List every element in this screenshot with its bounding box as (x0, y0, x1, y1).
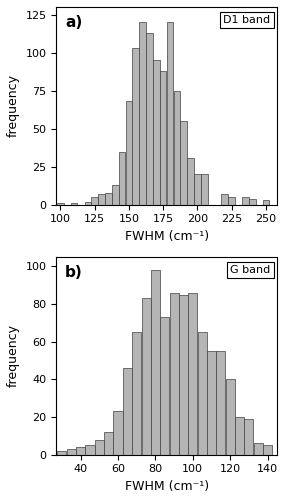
Bar (91, 197, 98, 205)
Bar (263, 446, 272, 455)
Text: a): a) (65, 15, 82, 30)
Bar (113, 412, 123, 455)
Y-axis label: frequency: frequency (7, 74, 20, 138)
Bar (188, 292, 197, 455)
Text: b): b) (65, 265, 83, 280)
Bar (179, 294, 188, 455)
Bar (160, 317, 169, 455)
Bar (146, 33, 153, 205)
Bar (249, 198, 256, 205)
Bar (180, 121, 187, 205)
Bar (201, 174, 207, 205)
Bar (95, 440, 104, 455)
Bar (71, 204, 78, 205)
Text: G band: G band (230, 265, 270, 275)
Bar (76, 447, 85, 455)
Bar (262, 200, 269, 205)
Bar (160, 71, 166, 205)
Bar (242, 197, 249, 205)
Bar (151, 270, 160, 455)
Bar (187, 158, 194, 205)
X-axis label: FWHM (cm⁻¹): FWHM (cm⁻¹) (125, 480, 209, 493)
Bar (67, 449, 76, 455)
Bar (133, 48, 139, 205)
Bar (57, 204, 64, 205)
Bar (85, 202, 91, 205)
Bar (98, 194, 105, 205)
Y-axis label: frequency: frequency (7, 324, 20, 388)
Text: D1 band: D1 band (223, 15, 270, 25)
Bar (112, 185, 119, 205)
Bar (139, 22, 146, 205)
Bar (119, 152, 125, 205)
Bar (216, 351, 225, 455)
X-axis label: FWHM (cm⁻¹): FWHM (cm⁻¹) (125, 230, 209, 243)
Bar (235, 417, 244, 455)
Bar (57, 451, 66, 455)
Bar (226, 380, 235, 455)
Bar (170, 292, 179, 455)
Bar (254, 444, 263, 455)
Bar (244, 419, 253, 455)
Bar (132, 332, 141, 455)
Bar (207, 351, 216, 455)
Bar (153, 60, 160, 205)
Bar (228, 197, 235, 205)
Bar (167, 22, 173, 205)
Bar (221, 194, 228, 205)
Bar (105, 192, 112, 205)
Bar (123, 368, 132, 455)
Bar (198, 332, 207, 455)
Bar (142, 298, 150, 455)
Bar (86, 446, 95, 455)
Bar (126, 102, 132, 205)
Bar (174, 90, 180, 205)
Bar (104, 432, 113, 455)
Bar (194, 174, 201, 205)
